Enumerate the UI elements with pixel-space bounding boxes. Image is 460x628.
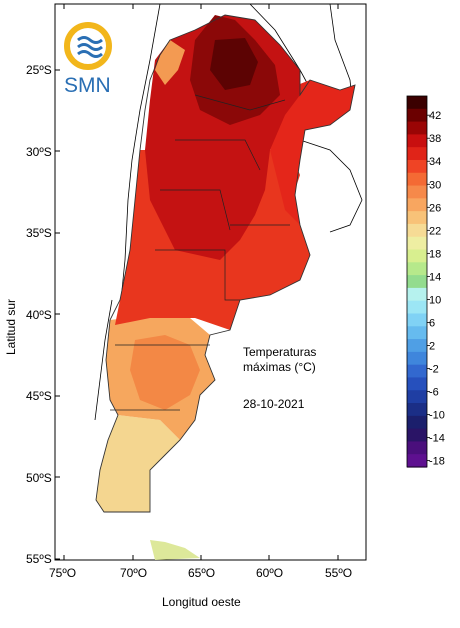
region-northeast <box>270 80 355 225</box>
colorbar-swatch <box>407 326 427 340</box>
colorbar-label: 6 <box>429 317 435 329</box>
colorbar-swatch <box>407 390 427 404</box>
colorbar-swatch <box>407 249 427 263</box>
colorbar-swatch <box>407 415 427 430</box>
lon-tick-label: 75ºO <box>49 566 76 580</box>
smn-logo: SMN <box>64 22 112 97</box>
region-north-hottest <box>210 38 258 90</box>
lon-tick-label: 70ºO <box>120 566 147 580</box>
logo-text: SMN <box>64 74 111 97</box>
lat-tick-label: 30ºS <box>26 145 52 159</box>
lat-tick-label: 25ºS <box>26 63 52 77</box>
colorbar-swatch <box>407 134 427 148</box>
argentina-outline <box>95 14 356 513</box>
colorbar-swatch <box>407 198 427 212</box>
colorbar-swatch <box>407 185 427 199</box>
colorbar-label: 22 <box>429 225 441 237</box>
colorbar-swatch <box>407 159 427 174</box>
lon-tick-label: 60ºO <box>256 566 283 580</box>
colorbar-label: 14 <box>429 271 441 283</box>
colorbar-label: -18 <box>429 456 445 468</box>
colorbar-swatch <box>407 364 427 379</box>
colorbar-swatch <box>407 96 427 110</box>
colorbar-label: 26 <box>429 202 441 214</box>
colorbar-swatch <box>407 108 427 123</box>
region-south <box>96 415 180 512</box>
region-tierra-del-fuego <box>150 540 200 560</box>
map-date: 28-10-2021 <box>243 397 305 411</box>
colorbar-swatch <box>407 262 427 276</box>
lat-tick-label: 50ºS <box>26 471 52 485</box>
colorbar-label: 18 <box>429 248 441 260</box>
colorbar-label: -2 <box>429 363 439 375</box>
lat-ticks: 25ºS 30ºS 35ºS 40ºS 45ºS 50ºS 55ºS <box>26 63 60 566</box>
colorbar-swatch <box>407 428 427 443</box>
logo-ring-icon <box>64 22 112 70</box>
colorbar-swatch <box>407 211 427 225</box>
map-title-line2: máximas (°C) <box>243 360 316 374</box>
colorbar-label: -10 <box>429 410 445 422</box>
colorbar-label: 10 <box>429 294 441 306</box>
y-axis-label: Latitud sur <box>4 299 18 355</box>
colorbar-swatch <box>407 403 427 417</box>
lat-tick-label: 35ºS <box>26 226 52 240</box>
map-title-line1: Temperaturas <box>243 345 316 359</box>
colorbar-label: 2 <box>429 340 435 352</box>
colorbar-swatch <box>407 351 427 366</box>
colorbar-swatch <box>407 275 427 289</box>
x-axis-label: Longitud oeste <box>162 595 241 609</box>
colorbar-swatch <box>407 172 427 187</box>
colorbar-label: 30 <box>429 179 441 191</box>
colorbar-swatch <box>407 377 427 391</box>
colorbar-swatch <box>407 339 427 353</box>
lon-tick-label: 65ºO <box>188 566 215 580</box>
argentina-temperature-field <box>96 15 355 560</box>
colorbar-swatch <box>407 236 427 251</box>
colorbar-swatch <box>407 147 427 161</box>
colorbar-label: 38 <box>429 133 441 145</box>
colorbar-label: 42 <box>429 110 441 122</box>
colorbar-swatch <box>407 454 427 468</box>
lon-tick-label: 55ºO <box>325 566 352 580</box>
colorbar-swatch <box>407 121 427 135</box>
logo-wave-icon <box>77 36 103 58</box>
lat-tick-label: 55ºS <box>26 552 52 566</box>
colorbar-swatch <box>407 313 427 327</box>
colorbar-label: -6 <box>429 387 439 399</box>
province-borders <box>110 94 290 411</box>
colorbar-swatch <box>407 223 427 238</box>
colorbar-frame <box>406 95 428 468</box>
colorbar-label: 34 <box>429 156 441 168</box>
colorbar-swatch <box>407 287 427 302</box>
lat-tick-label: 45ºS <box>26 389 52 403</box>
colorbar-swatch <box>407 441 427 455</box>
colorbar-swatch <box>407 300 427 315</box>
neighbor-borders <box>94 3 363 421</box>
colorbar: 42 38 34 30 26 22 18 14 10 6 2 -2 -6 -10 -14 -18 <box>406 95 445 468</box>
lat-tick-label: 40ºS <box>26 308 52 322</box>
lon-ticks: 75ºO 70ºO 65ºO 60ºO 55ºO <box>49 4 352 580</box>
colorbar-label: -14 <box>429 433 445 445</box>
region-patagonia-core <box>130 335 200 410</box>
